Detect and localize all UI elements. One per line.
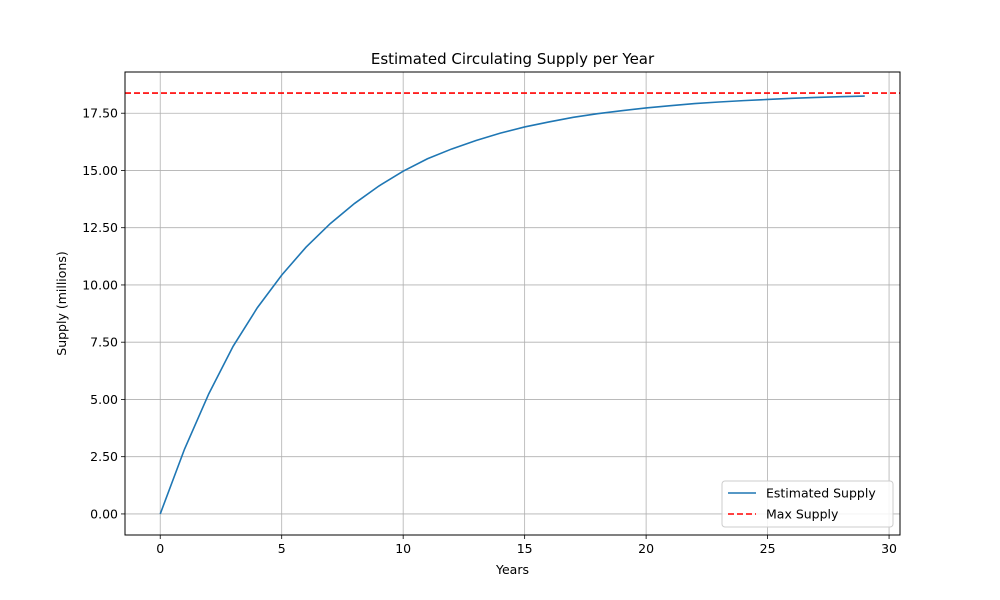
y-axis-label: Supply (millions) (54, 251, 69, 355)
legend-box (721, 480, 894, 528)
legend-label: Max Supply (766, 507, 839, 522)
chart-title: Estimated Circulating Supply per Year (371, 50, 655, 68)
series-line-estimated-supply (159, 95, 865, 515)
x-tick-label: 20 (638, 541, 654, 556)
x-tick-label: 25 (760, 541, 776, 556)
grid (125, 72, 900, 535)
x-axis-label: Years (495, 562, 529, 577)
y-tick-label: 2.50 (90, 449, 118, 464)
plot-data (125, 92, 900, 515)
x-tick-label: 10 (395, 541, 411, 556)
y-tick-label: 17.50 (82, 106, 118, 121)
y-tick-label: 12.50 (82, 220, 118, 235)
y-tick-label: 5.00 (90, 392, 118, 407)
legend-label: Estimated Supply (766, 486, 876, 501)
y-tick-label: 7.50 (90, 335, 118, 350)
y-tick-label: 0.00 (90, 506, 118, 521)
y-tick-label: 15.00 (82, 163, 118, 178)
x-tick-label: 0 (156, 541, 164, 556)
y-tick-label: 10.00 (82, 277, 118, 292)
x-tick-label: 15 (517, 541, 533, 556)
x-tick-label: 30 (881, 541, 897, 556)
x-tick-label: 5 (278, 541, 286, 556)
legend: Estimated Supply Max Supply (721, 480, 894, 528)
plot-frame (124, 71, 901, 536)
axis-ticks: 0 5 10 15 20 25 30 0.00 2.50 5.00 7.50 10.00 12.50 15… (82, 106, 897, 556)
